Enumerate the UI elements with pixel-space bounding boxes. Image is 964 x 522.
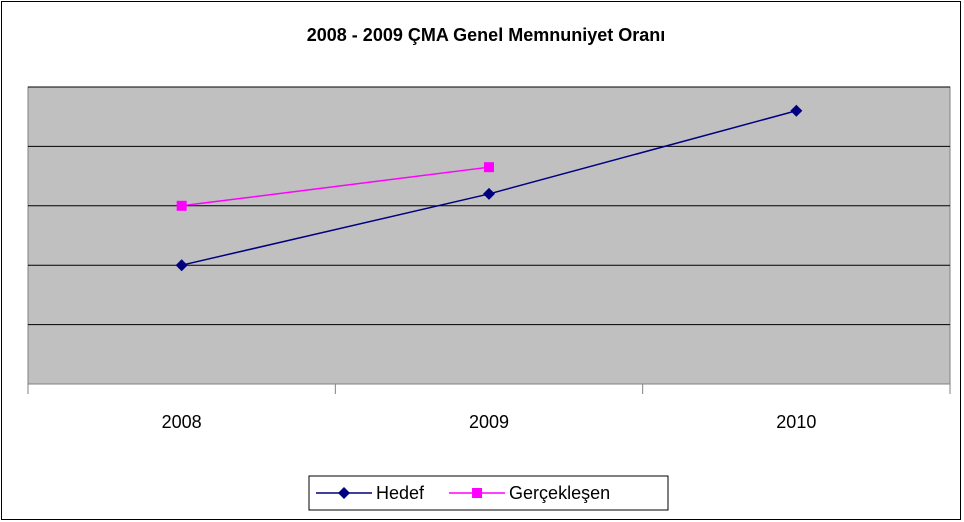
chart-title: 2008 - 2009 ÇMA Genel Memnuniyet Oranı [307, 25, 665, 45]
data-point [175, 259, 188, 272]
legend-marker [338, 487, 350, 499]
legend-marker [472, 488, 483, 498]
data-point [790, 104, 803, 117]
x-tick-label: 2009 [469, 412, 509, 432]
plot-area [27, 86, 951, 385]
x-tick-label: 2010 [776, 412, 816, 432]
series-line [181, 166, 490, 207]
legend-label: Gerçekleşen [509, 483, 610, 503]
legend-label: Hedef [376, 483, 425, 503]
data-point [483, 187, 495, 200]
x-tick-label: 2008 [162, 412, 202, 432]
data-point [176, 200, 187, 211]
data-point [484, 162, 494, 173]
